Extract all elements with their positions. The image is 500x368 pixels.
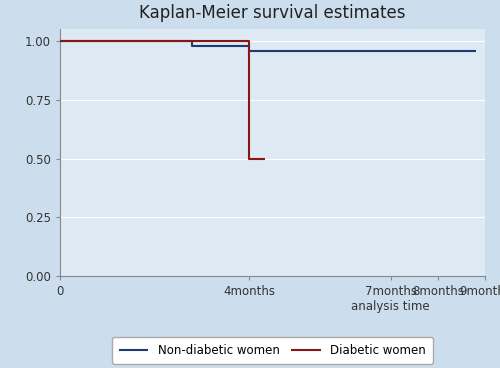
Diabetic women xyxy=(57,39,63,43)
Non-diabetic women xyxy=(246,44,252,49)
Legend: Non-diabetic women, Diabetic women: Non-diabetic women, Diabetic women xyxy=(112,337,434,364)
Diabetic women xyxy=(246,156,252,161)
Non-diabetic women xyxy=(57,39,63,43)
Diabetic women xyxy=(262,156,268,161)
Non-diabetic women xyxy=(189,44,195,49)
Non-diabetic women xyxy=(472,49,478,53)
Non-diabetic women xyxy=(246,49,252,53)
Non-diabetic women xyxy=(189,39,195,43)
Title: Kaplan-Meier survival estimates: Kaplan-Meier survival estimates xyxy=(139,4,406,22)
Line: Non-diabetic women: Non-diabetic women xyxy=(60,41,476,51)
Line: Diabetic women: Diabetic women xyxy=(60,41,266,159)
Diabetic women xyxy=(246,39,252,43)
